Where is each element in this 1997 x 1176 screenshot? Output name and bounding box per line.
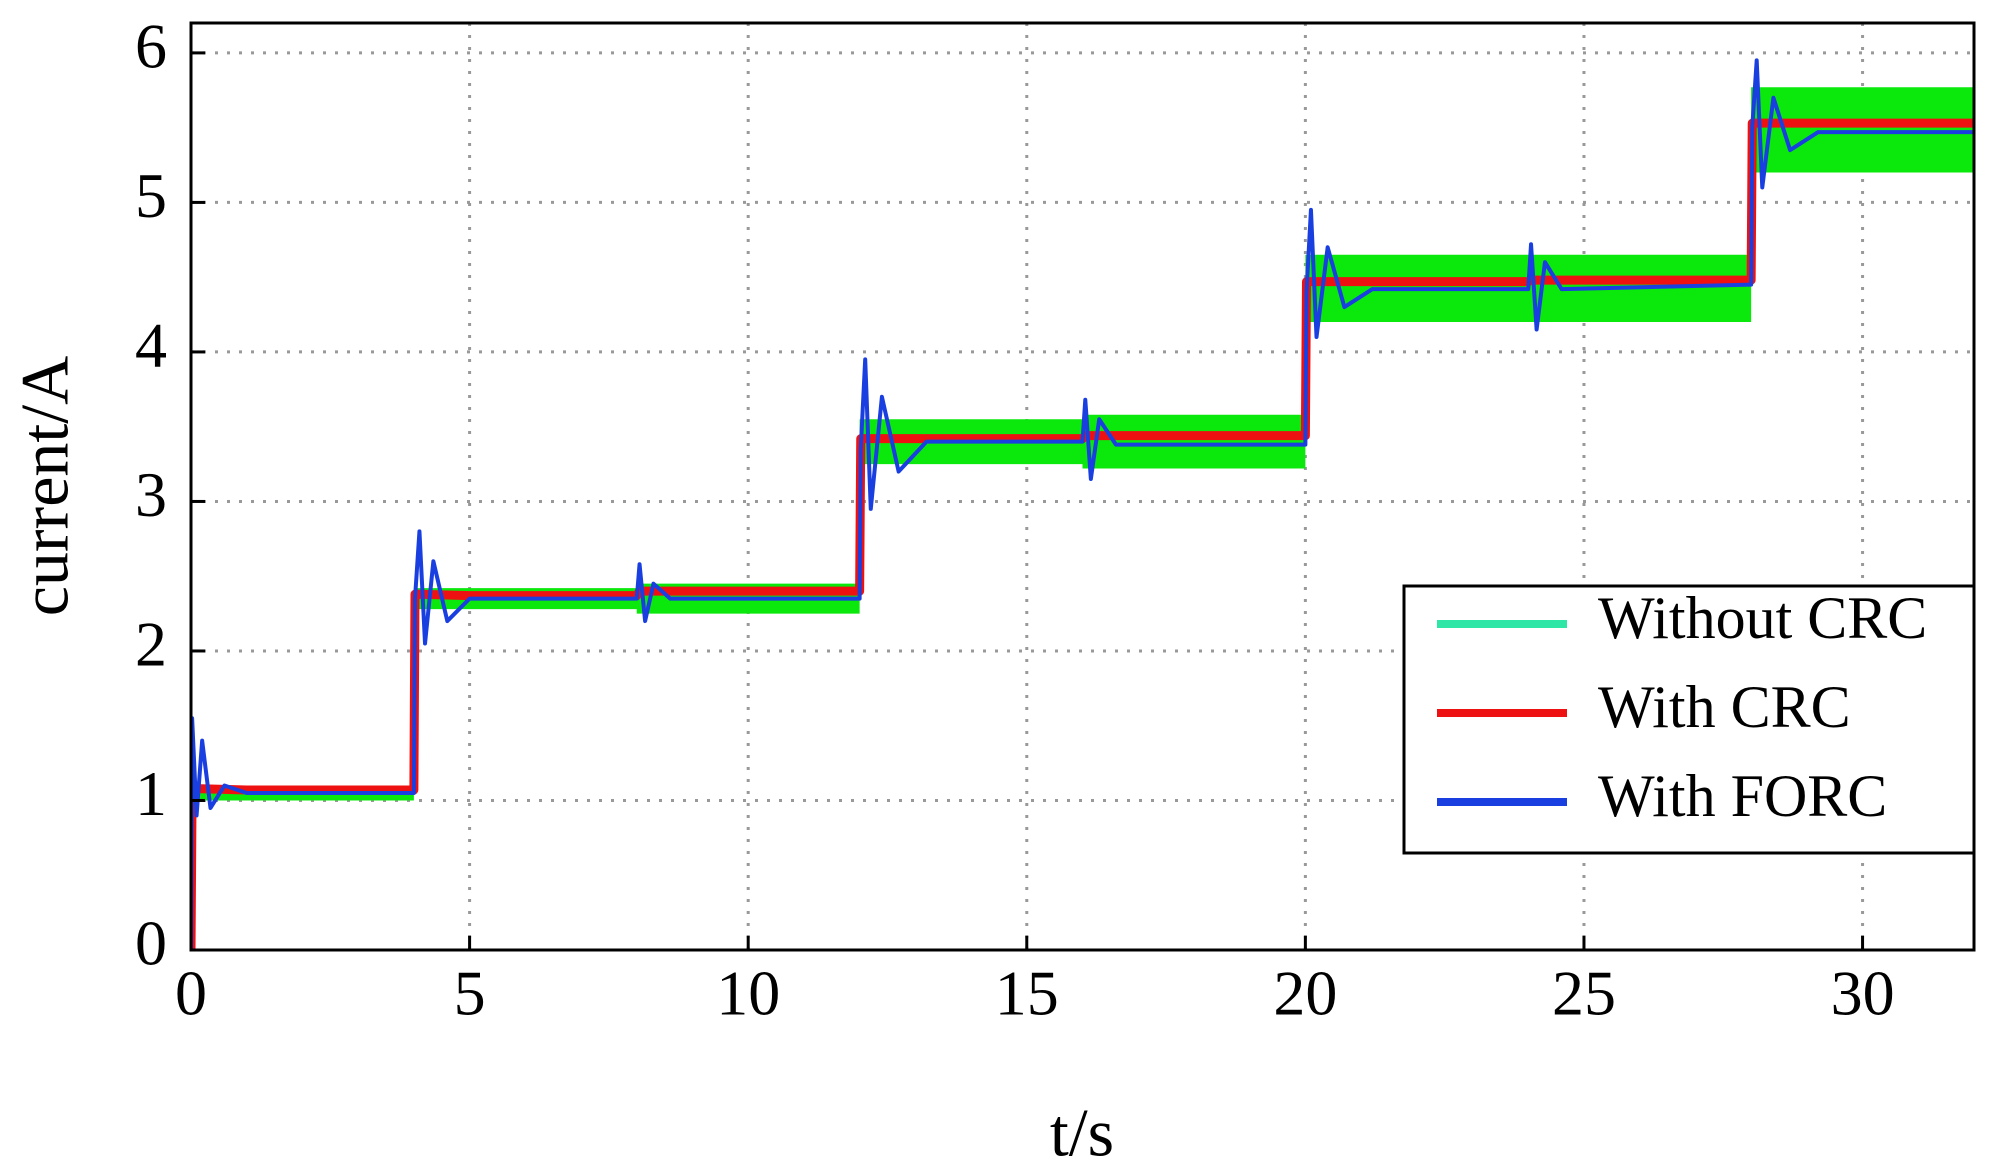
y-axis-label: current/A (7, 356, 83, 617)
legend: Without CRC With CRC With FORC (1402, 584, 1976, 855)
x-tick-label: 25 (1552, 958, 1616, 1029)
x-tick-label: 15 (995, 958, 1059, 1029)
legend-label: Without CRC (1598, 585, 1927, 651)
y-tick-label: 5 (135, 160, 167, 231)
y-tick-label: 0 (135, 908, 167, 979)
legend-label: With CRC (1598, 674, 1851, 740)
x-axis-label: t/s (1050, 1095, 1114, 1171)
plot-area (191, 58, 1974, 950)
y-tick-label: 6 (135, 11, 167, 82)
x-tick-label: 0 (175, 958, 207, 1029)
axes-frame (189, 21, 1976, 952)
series-line (191, 58, 1974, 950)
y-tick-label: 2 (135, 609, 167, 680)
legend-box (1402, 584, 1976, 855)
x-tick-label: 20 (1273, 958, 1337, 1029)
x-tick-label: 10 (716, 958, 780, 1029)
y-tick-label: 3 (135, 459, 167, 530)
legend-label: With FORC (1598, 763, 1887, 829)
y-tick-label: 4 (135, 310, 167, 381)
x-tick-label: 30 (1831, 958, 1895, 1029)
y-tick-label: 1 (135, 758, 167, 829)
x-tick-label: 5 (454, 958, 486, 1029)
